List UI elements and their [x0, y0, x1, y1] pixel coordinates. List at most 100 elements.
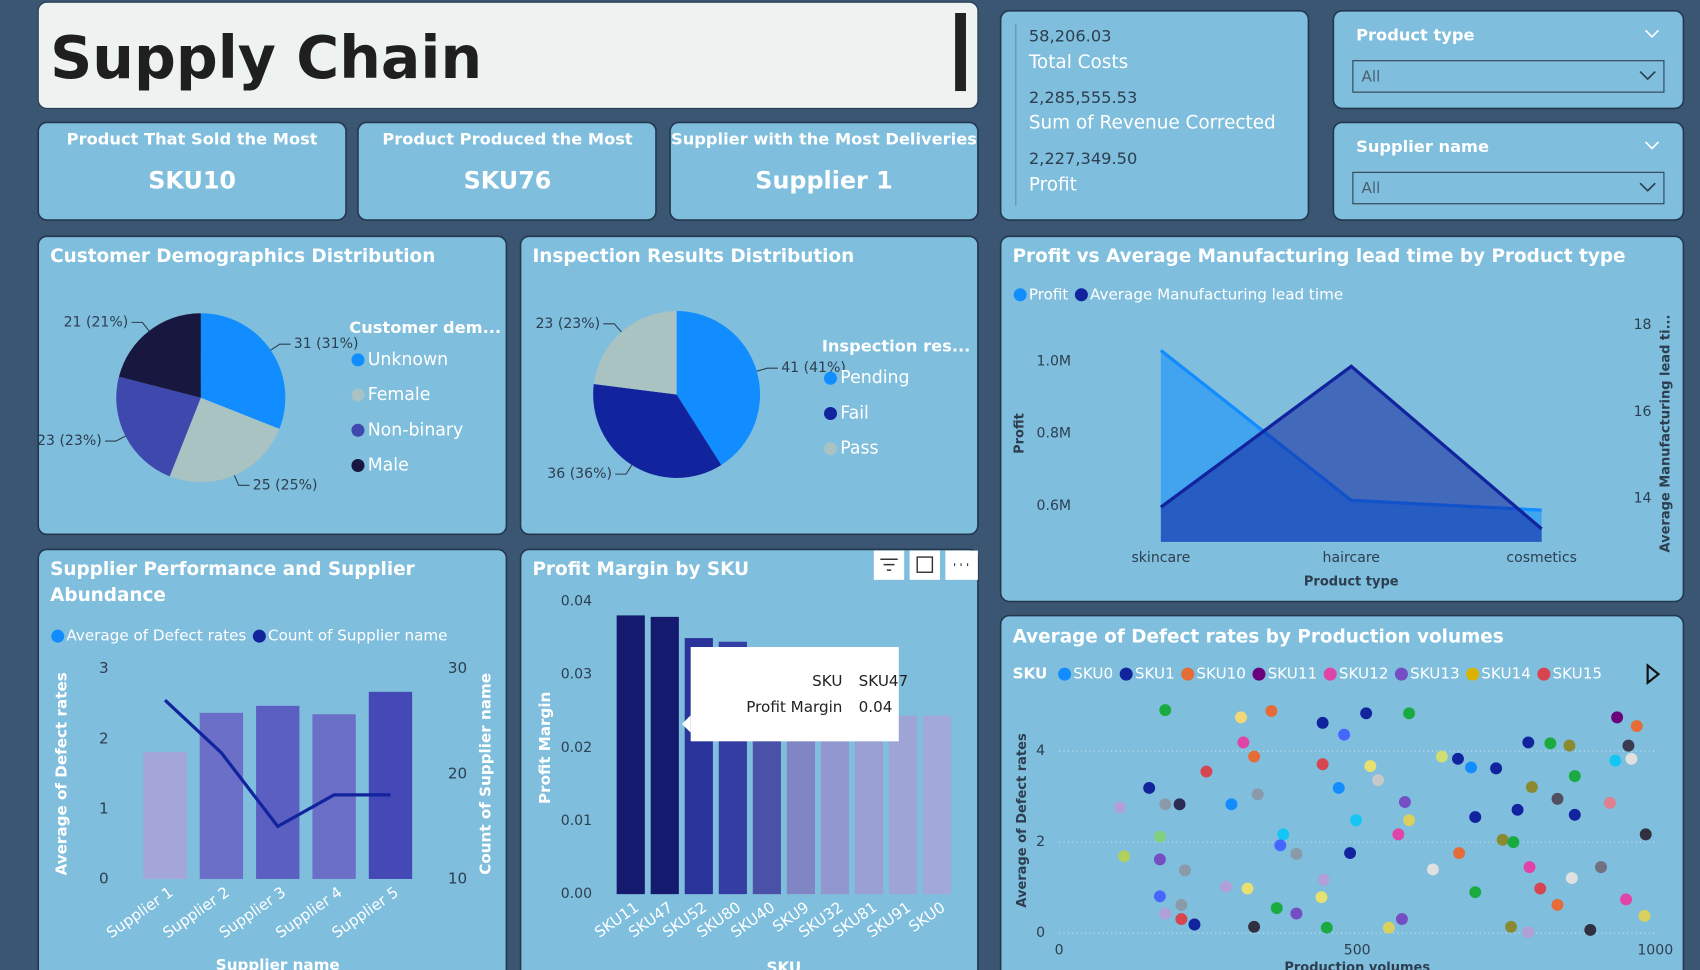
- scatter-point: [1551, 792, 1564, 805]
- scatter-point: [1563, 739, 1576, 752]
- y-tick-label: 0: [1036, 925, 1045, 941]
- scatter-point: [1451, 752, 1464, 765]
- scatter-point: [1159, 798, 1172, 811]
- scatter-point: [1507, 836, 1520, 849]
- data-label: 41 (41%): [781, 360, 846, 376]
- scatter-point: [1403, 707, 1416, 720]
- scatter-point: [1551, 898, 1564, 911]
- slicer-dropdown[interactable]: [1352, 60, 1665, 93]
- scatter-point: [1290, 907, 1303, 920]
- legend-marker: [351, 353, 365, 367]
- title-box: [37, 1, 979, 109]
- dropdown-arrow: [1639, 70, 1656, 81]
- pie-slice: [676, 311, 761, 465]
- card: [669, 121, 979, 221]
- data-label: 25 (25%): [253, 477, 318, 493]
- legend-marker: [1181, 667, 1195, 681]
- card-title: Product Produced the Most: [382, 129, 633, 148]
- scatter-point: [1248, 920, 1261, 933]
- x-axis-title: Product type: [1304, 575, 1399, 590]
- legend-marker: [351, 458, 365, 472]
- scatter-point: [1360, 707, 1373, 720]
- card-title: Supplier with the Most Deliveries: [671, 129, 977, 148]
- scatter-point: [1274, 839, 1287, 852]
- legend-label: Pass: [840, 439, 878, 459]
- leader-line: [131, 321, 150, 332]
- title-accent: [955, 13, 966, 92]
- scatter-point: [1525, 781, 1538, 793]
- scatter-point: [1584, 924, 1597, 936]
- scatter-point: [1344, 847, 1357, 859]
- chart-title: Profit vs Average Manufacturing lead tim…: [1013, 246, 1626, 267]
- scatter-point: [1173, 798, 1186, 811]
- legend-marker: [1119, 667, 1133, 681]
- dropdown-arrow: [1639, 182, 1656, 192]
- legend-next[interactable]: [1646, 663, 1661, 686]
- bar: [368, 691, 413, 879]
- pie-slice: [116, 376, 201, 477]
- legend-label: SKU1: [1135, 665, 1175, 683]
- bar: [820, 714, 850, 895]
- pie-slice: [169, 397, 280, 483]
- visual-icons: [873, 550, 978, 580]
- scatter-point: [1522, 736, 1535, 749]
- leader-line: [615, 464, 633, 475]
- legend-label: SKU14: [1481, 665, 1531, 683]
- card-value: Supplier 1: [755, 167, 892, 195]
- y-tick-label: 0.8M: [1037, 426, 1072, 442]
- kpi-value: 2,227,349.50: [1029, 149, 1138, 168]
- focus-glyph: [916, 556, 934, 573]
- scatter-point: [1625, 752, 1638, 765]
- scatter-point: [1290, 847, 1303, 860]
- legend-marker: [1323, 667, 1337, 681]
- data-label: 21 (21%): [64, 314, 129, 330]
- scatter-point: [1609, 754, 1622, 767]
- legend-label: SKU11: [1268, 665, 1318, 683]
- scatter-point: [1251, 788, 1264, 801]
- scatter-point: [1338, 728, 1351, 741]
- data-label: 23 (23%): [535, 316, 600, 332]
- scatter-point: [1235, 711, 1247, 724]
- legend-label: Non-binary: [368, 420, 464, 440]
- legend-marker: [823, 406, 837, 420]
- scatter-point: [1522, 926, 1535, 939]
- tooltip-label: Profit Margin: [746, 698, 842, 716]
- scatter-point: [1426, 863, 1439, 876]
- scatter-point: [1630, 720, 1643, 732]
- legend-label: Fail: [840, 403, 869, 423]
- card: [37, 121, 347, 221]
- scatter-point: [1143, 781, 1156, 794]
- chart-title-line: Abundance: [50, 585, 166, 606]
- slicer-dropdown[interactable]: [1352, 171, 1665, 205]
- scatter-point: [1496, 833, 1509, 846]
- card-title: Product That Sold the Most: [67, 129, 318, 148]
- scatter-point: [1611, 711, 1624, 724]
- legend-marker: [1466, 667, 1480, 681]
- scatter-point: [1188, 918, 1201, 931]
- scatter-point: [1200, 765, 1213, 778]
- x-tick-label: 1000: [1637, 942, 1673, 958]
- legend-marker: [351, 423, 365, 437]
- chart-title-line: Supplier Performance and Supplier: [50, 559, 416, 580]
- scatter-point: [1568, 808, 1581, 821]
- scatter-point: [1639, 828, 1652, 841]
- scatter-point: [1178, 864, 1191, 877]
- scatter-point: [1469, 811, 1482, 824]
- legend-marker: [252, 629, 266, 643]
- y2-tick-label: 14: [1634, 491, 1652, 507]
- kpi-value: 58,206.03: [1029, 26, 1112, 45]
- tooltip-pointer: [682, 715, 691, 733]
- scatter-point: [1175, 898, 1188, 911]
- data-label: 23 (23%): [37, 433, 102, 449]
- scatter-point: [1237, 736, 1250, 749]
- tooltip-label: SKU: [812, 672, 842, 690]
- slicer-collapse[interactable]: [1644, 141, 1660, 150]
- y-tick-label: 4: [1036, 743, 1045, 759]
- slicer-collapse[interactable]: [1644, 29, 1660, 38]
- focus-icon[interactable]: [909, 550, 940, 580]
- legend-label: Pending: [840, 368, 909, 388]
- legend-title: SKU: [1013, 665, 1048, 683]
- scatter-point: [1603, 797, 1616, 809]
- y2-tick-label: 20: [448, 764, 467, 782]
- scatter-point: [1225, 798, 1238, 811]
